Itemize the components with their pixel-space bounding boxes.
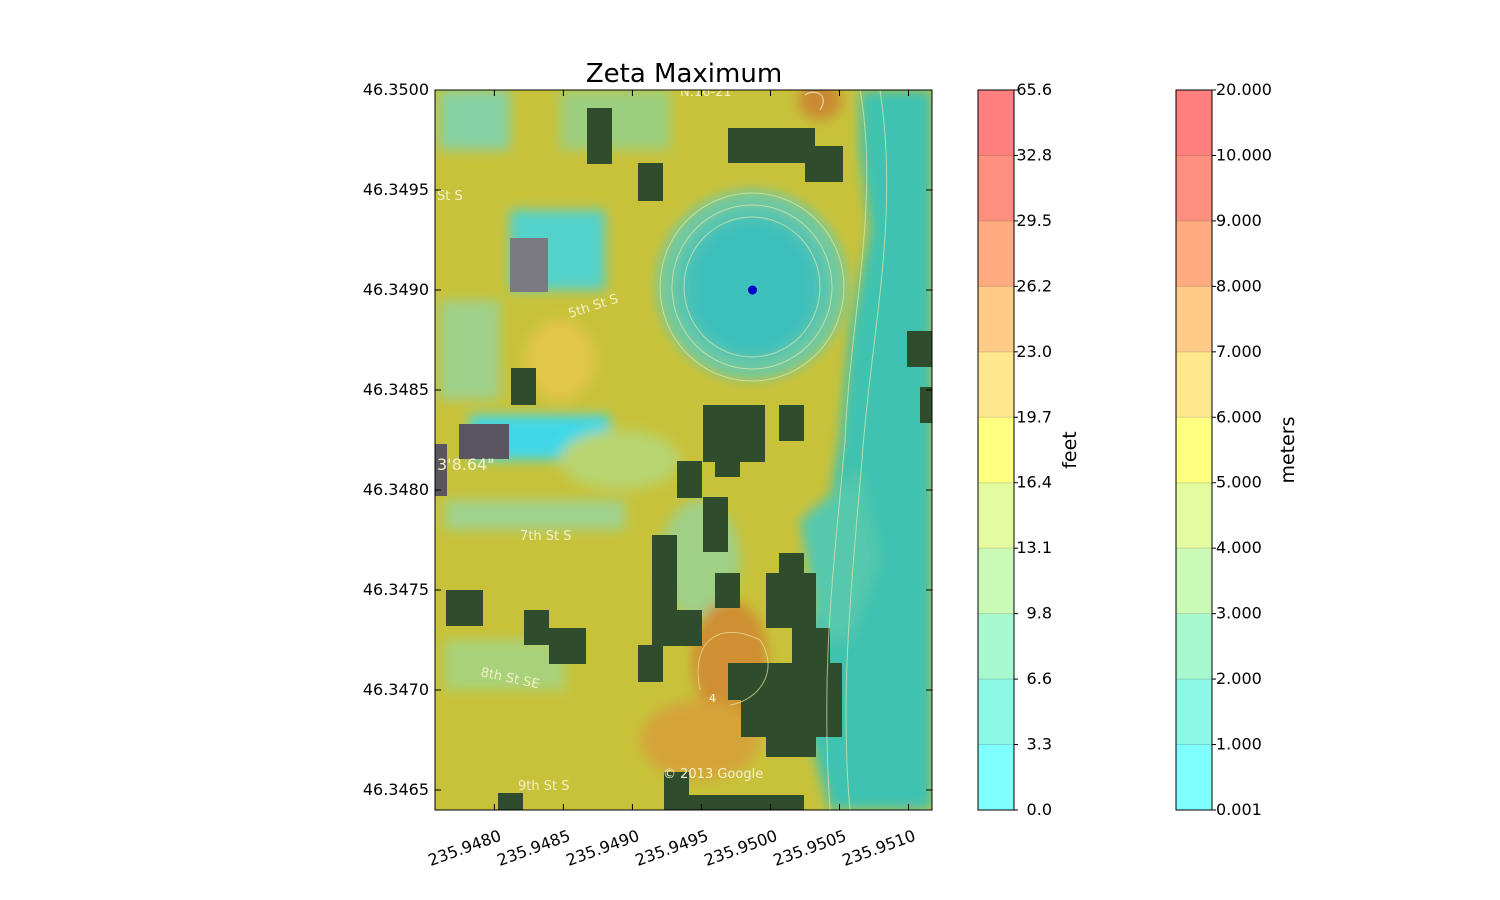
contour-value-label: 4 [709, 692, 716, 705]
building [459, 424, 509, 459]
colorbar-tick-label: 1.000 [1216, 735, 1262, 754]
colorbar-tick-label: 9.000 [1216, 211, 1262, 230]
colorbar-level [1176, 351, 1212, 418]
colorbar-level [1176, 90, 1212, 156]
colorbar-tick-label: 6.6 [1027, 669, 1052, 688]
street-label: St S [437, 189, 463, 204]
colorbar-level [978, 351, 1014, 418]
colorbar-tick-label: 3.000 [1216, 604, 1262, 623]
colorbar-level [1176, 744, 1212, 810]
x-tick-label: 235.9500 [702, 826, 780, 870]
colorbar-tick-label: 13.1 [1016, 538, 1052, 557]
copyright-label: © 2013 Google [663, 767, 763, 782]
building [510, 238, 548, 292]
x-tick-label: 235.9510 [840, 826, 918, 870]
colorbar-tick-label: 0.0 [1027, 800, 1052, 819]
y-tick-label: 46.3475 [363, 580, 429, 599]
x-tick-label: 235.9490 [564, 826, 642, 870]
x-tick-label: 235.9485 [495, 826, 573, 870]
colorbar-meters: 0.001 1.000 2.000 3.000 4.000 5.000 6.000 7.000… [1175, 80, 1299, 819]
colorbar-tick-label: 7.000 [1216, 342, 1262, 361]
observation-point-marker [748, 285, 758, 295]
colorbar-level [978, 417, 1014, 483]
inundation-field [440, 90, 932, 810]
contour-lines [659, 90, 888, 810]
masked-cells [446, 108, 932, 810]
chart-title: Zeta Maximum [586, 59, 782, 89]
colorbar-tick-label: 65.6 [1016, 80, 1052, 99]
x-tick-label: 235.9495 [633, 826, 711, 870]
colorbar-level [978, 744, 1014, 810]
colorbar-tick-label: 0.001 [1216, 800, 1262, 819]
y-tick-label: 46.3485 [363, 380, 429, 399]
colorbar-tick-label: 20.000 [1216, 80, 1272, 99]
colorbar-tick-label: 19.7 [1016, 407, 1052, 426]
y-tick-label: 46.3465 [363, 780, 429, 799]
colorbar-level [1176, 613, 1212, 680]
colorbar-level [978, 155, 1014, 221]
colorbar-tick-label: 23.0 [1016, 342, 1052, 361]
colorbar-tick-label: 3.3 [1027, 735, 1052, 754]
street-label: 7th St S [520, 529, 571, 544]
colorbar-tick-label: 9.8 [1027, 604, 1052, 623]
colorbar-feet: 0.0 3.3 6.6 9.8 13.1 16.4 19.7 23.0 26.2 29.5 32.8… [977, 80, 1081, 819]
colorbar-tick-label: 32.8 [1016, 145, 1052, 164]
colorbar-level [978, 613, 1014, 680]
colorbar-level [978, 90, 1014, 156]
colorbar-level [1176, 155, 1212, 221]
y-tick-label: 46.3470 [363, 680, 429, 699]
colorbar-tick-label: 2.000 [1216, 669, 1262, 688]
colorbar-level [1176, 286, 1212, 352]
colorbar-level [1176, 482, 1212, 549]
x-tick-label: 235.9505 [771, 826, 849, 870]
colorbar-level [1176, 417, 1212, 483]
colorbar-tick-label: 29.5 [1016, 211, 1052, 230]
colorbar-tick-label: 16.4 [1016, 473, 1052, 492]
colorbar-level [1176, 548, 1212, 614]
colorbar-label: feet [1059, 431, 1081, 469]
colorbar-frame [977, 89, 1015, 811]
colorbar-level [978, 286, 1014, 352]
building [435, 444, 447, 496]
colorbar-tick-label: 26.2 [1016, 276, 1052, 295]
colorbar-level [978, 679, 1014, 745]
colorbar-level [978, 220, 1014, 287]
map-plot-area: St S 5th St S 7th St S 8th St SE 9th St … [435, 85, 932, 810]
colorbar-tick-label: 10.000 [1216, 145, 1272, 164]
colorbar-tick-label: 4.000 [1216, 538, 1262, 557]
y-tick-label: 46.3480 [363, 480, 429, 499]
y-tick-label: 46.3500 [363, 80, 429, 99]
colorbar-level [978, 548, 1014, 614]
colorbar-level [978, 482, 1014, 549]
colorbar-tick-label: 6.000 [1216, 407, 1262, 426]
street-label: N.16-21 [680, 85, 732, 100]
y-axis: 46.3500 46.3495 46.3490 46.3485 46.3480 46.34… [363, 80, 932, 799]
colorbar-frame [1175, 89, 1213, 811]
colorbar-level [1176, 220, 1212, 287]
colorbar-label: meters [1277, 416, 1299, 483]
street-label: 9th St S [518, 779, 569, 794]
axes-frame [434, 89, 933, 811]
x-tick-label: 235.9480 [425, 826, 503, 870]
coordinate-fragment: 3'8.64" [437, 455, 495, 474]
colorbar-tick-label: 8.000 [1216, 276, 1262, 295]
colorbar-level [1176, 679, 1212, 745]
y-tick-label: 46.3495 [363, 180, 429, 199]
y-tick-label: 46.3490 [363, 280, 429, 299]
colorbar-tick-label: 5.000 [1216, 473, 1262, 492]
